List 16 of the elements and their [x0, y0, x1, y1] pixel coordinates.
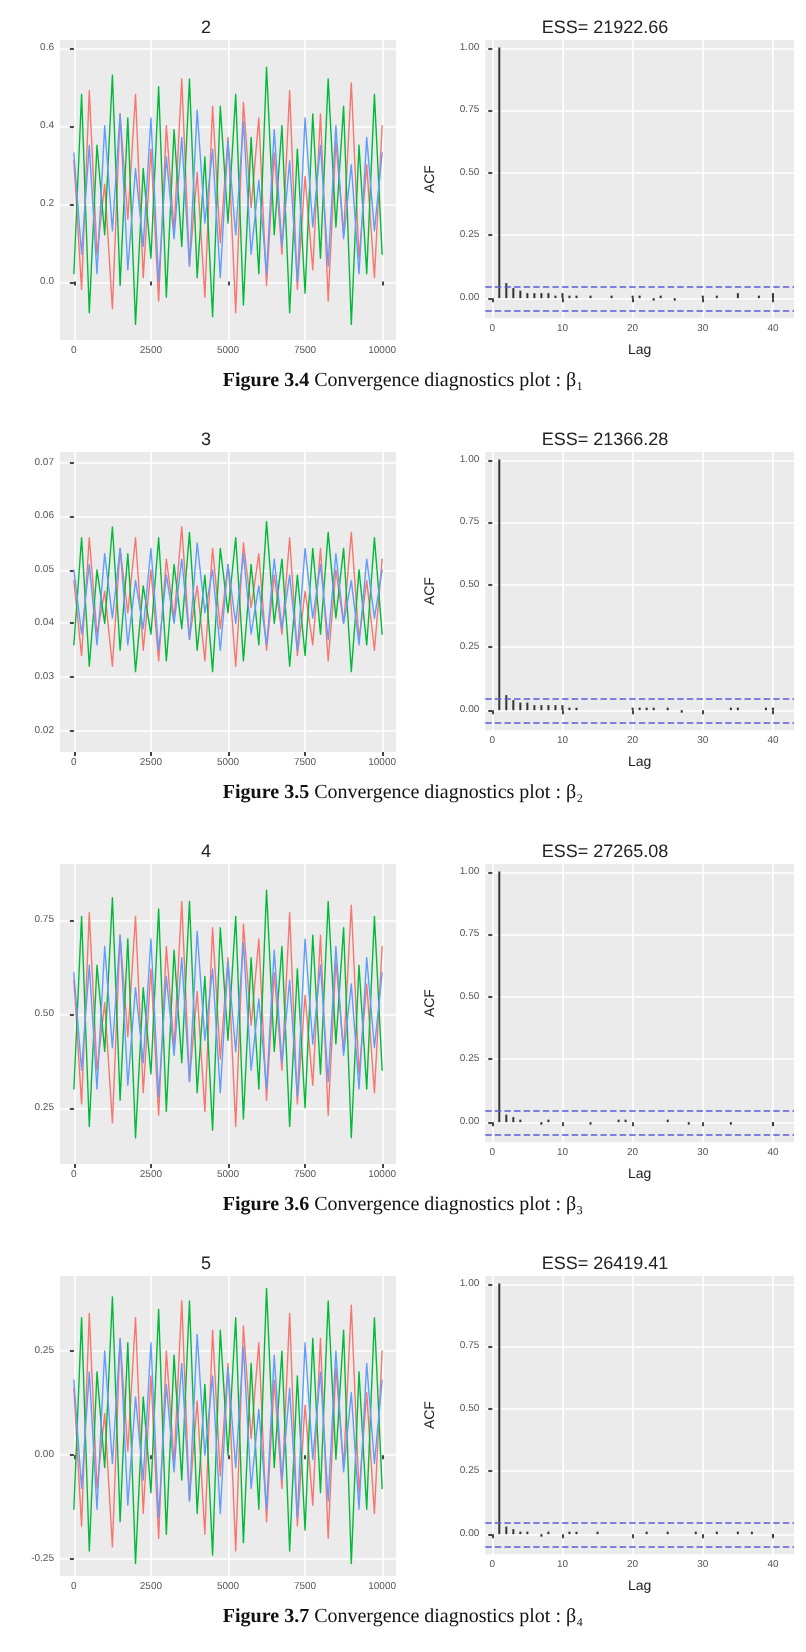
caption: Figure 3.7 Convergence diagnostics plot : β₄ — [222, 1606, 584, 1628]
chart-title: 3 — [200, 429, 212, 449]
line-series — [73, 542, 383, 651]
line-series — [73, 109, 383, 283]
chart-title: ESS= 26419.41 — [541, 1253, 669, 1273]
chart-title: 4 — [200, 841, 212, 861]
caption: Figure 3.6 Convergence diagnostics plot : β₃ — [222, 1194, 584, 1216]
caption: Figure 3.5 Convergence diagnostics plot : β₂ — [222, 782, 584, 804]
line-series — [73, 1333, 383, 1519]
chart-title: ESS= 27265.08 — [541, 841, 669, 861]
chart-title: ESS= 21366.28 — [541, 429, 669, 449]
caption: Figure 3.4 Convergence diagnostics plot : β₁ — [222, 370, 584, 392]
chart-title: ESS= 21922.66 — [541, 17, 669, 37]
line-series — [73, 930, 383, 1098]
chart-title: 2 — [200, 17, 212, 37]
chart-title: 5 — [200, 1253, 212, 1273]
